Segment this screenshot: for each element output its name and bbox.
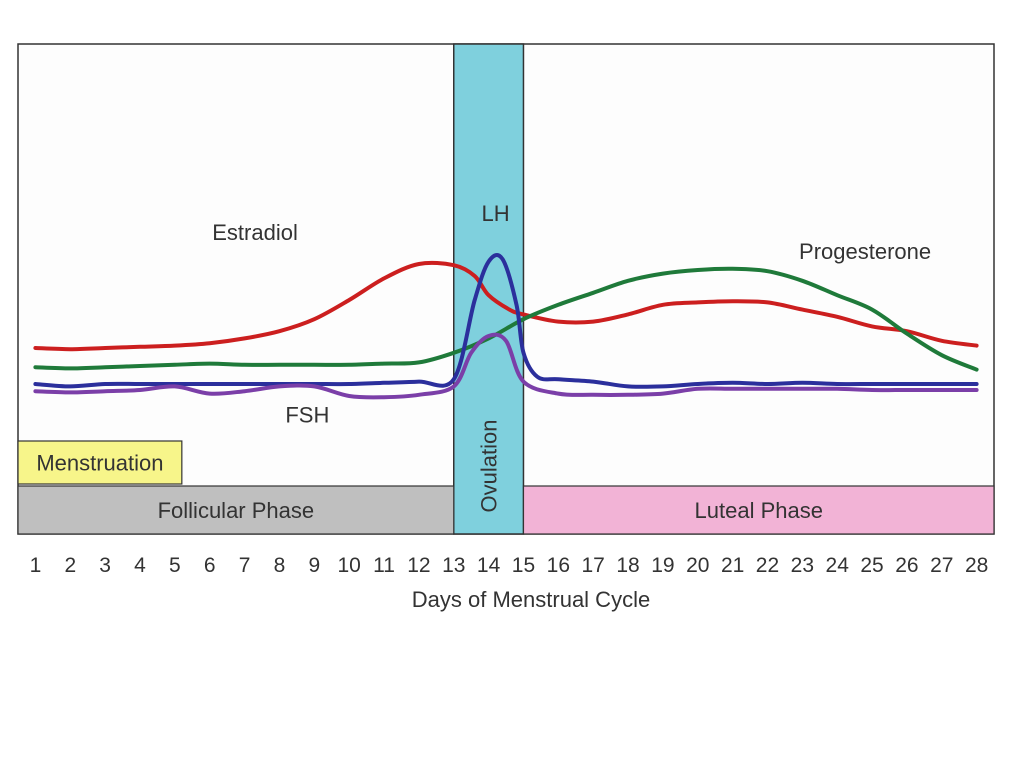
- series-labels: Estradiol LH Progesterone FSH: [212, 201, 931, 428]
- x-tick-label: 10: [337, 554, 360, 577]
- series-line-lh: [33, 253, 979, 389]
- menstruation-bar: [17, 440, 183, 485]
- menstruation-label: Menstruation: [36, 451, 163, 476]
- x-tick-label: 1: [30, 554, 42, 577]
- x-tick-label: 18: [616, 554, 639, 577]
- series-line-progesterone: [33, 266, 979, 372]
- series-line-estradiol: [33, 260, 979, 352]
- x-tick-label: 11: [373, 554, 395, 577]
- x-tick-label: 12: [407, 554, 430, 577]
- luteal-phase-label: Luteal Phase: [695, 498, 823, 523]
- x-tick-label: 21: [721, 554, 744, 577]
- x-tick-label: 3: [99, 554, 111, 577]
- x-tick-label: 26: [895, 554, 918, 577]
- series-lines: [33, 253, 979, 400]
- x-tick-label: 28: [965, 554, 988, 577]
- series-line-fsh: [33, 332, 979, 400]
- x-tick-label: 14: [477, 554, 501, 577]
- series-label-fsh: FSH: [285, 402, 329, 427]
- x-tick-label: 8: [274, 554, 286, 577]
- ovulation-label: Ovulation: [477, 420, 502, 513]
- x-tick-label: 20: [686, 554, 709, 577]
- x-tick-label: 25: [860, 554, 883, 577]
- x-tick-label: 9: [308, 554, 320, 577]
- x-tick-label: 24: [826, 554, 850, 577]
- luteal-phase-bar: [522, 485, 995, 535]
- series-label-lh: LH: [482, 201, 510, 226]
- x-tick-label: 6: [204, 554, 216, 577]
- phase-bands: Ovulation: [453, 43, 525, 535]
- x-axis-label: Days of Menstrual Cycle: [412, 587, 650, 612]
- phase-bars: Menstruation Follicular Phase Luteal Phase: [17, 440, 995, 535]
- x-tick-label: 17: [582, 554, 605, 577]
- x-tick-label: 2: [64, 554, 76, 577]
- x-tick-label: 15: [512, 554, 535, 577]
- x-tick-label: 16: [547, 554, 570, 577]
- follicular-phase-label: Follicular Phase: [158, 498, 315, 523]
- x-tick-label: 7: [239, 554, 251, 577]
- x-tick-label: 13: [442, 554, 465, 577]
- follicular-phase-bar: [17, 485, 455, 535]
- x-tick-label: 4: [134, 554, 146, 577]
- x-tick-label: 22: [756, 554, 779, 577]
- series-label-progesterone: Progesterone: [799, 239, 931, 264]
- x-tick-label: 19: [651, 554, 674, 577]
- series-label-estradiol: Estradiol: [212, 220, 298, 245]
- x-tick-label: 27: [930, 554, 953, 577]
- x-tick-labels: 1 2 3 4 5 6 7 8 9 10 11 12 13 14 15 16 17 18 19 20 21 22 23 24 2…: [30, 554, 989, 577]
- x-tick-label: 5: [169, 554, 181, 577]
- x-tick-label: 23: [791, 554, 814, 577]
